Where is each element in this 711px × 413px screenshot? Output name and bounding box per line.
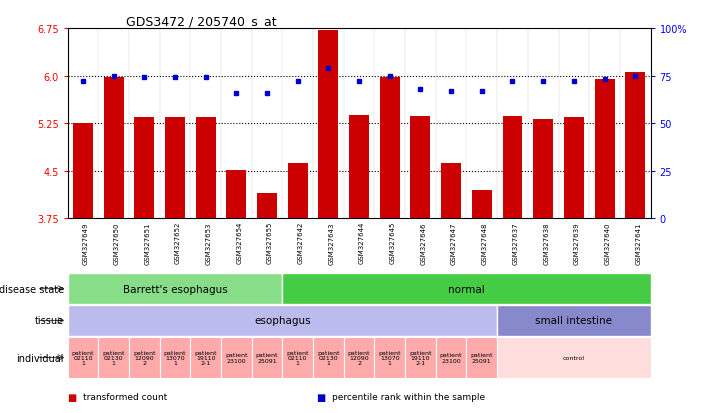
Text: GSM327651: GSM327651 (144, 221, 150, 264)
Bar (134, 118, 154, 219)
Text: Barrett's esophagus: Barrett's esophagus (122, 284, 228, 294)
Bar (564, 118, 584, 219)
Text: GDS3472 / 205740_s_at: GDS3472 / 205740_s_at (126, 15, 277, 28)
Bar (288, 164, 308, 219)
Bar (441, 164, 461, 219)
Bar (129, 337, 159, 378)
Text: GSM327639: GSM327639 (574, 221, 580, 264)
Text: patient
02130
1: patient 02130 1 (317, 350, 340, 366)
Bar (252, 337, 282, 378)
Text: GSM327640: GSM327640 (604, 221, 611, 264)
Text: esophagus: esophagus (254, 316, 311, 326)
Bar (104, 78, 124, 219)
Bar (594, 80, 614, 219)
Bar (380, 78, 400, 219)
Bar (68, 305, 497, 336)
Text: patient
19110
2-1: patient 19110 2-1 (194, 350, 217, 366)
Text: GSM327642: GSM327642 (298, 221, 304, 264)
Bar (466, 337, 497, 378)
Text: GSM327655: GSM327655 (267, 221, 273, 264)
Bar (625, 73, 645, 219)
Bar (313, 337, 343, 378)
Bar (73, 124, 93, 219)
Bar (533, 119, 553, 219)
Text: disease state: disease state (0, 284, 64, 294)
Text: GSM327641: GSM327641 (635, 221, 641, 264)
Text: patient
13070
1: patient 13070 1 (164, 350, 186, 366)
Text: GSM327648: GSM327648 (482, 221, 488, 264)
Text: ■: ■ (68, 392, 77, 402)
Bar (349, 116, 369, 219)
Text: GSM327647: GSM327647 (451, 221, 457, 264)
Bar (191, 337, 221, 378)
Text: percentile rank within the sample: percentile rank within the sample (332, 392, 485, 401)
Text: patient
23100: patient 23100 (440, 352, 462, 363)
Text: GSM327650: GSM327650 (114, 221, 119, 264)
Text: GSM327637: GSM327637 (513, 221, 518, 264)
Text: normal: normal (448, 284, 485, 294)
Text: ■: ■ (316, 392, 326, 402)
Text: patient
13070
1: patient 13070 1 (378, 350, 401, 366)
Text: patient
12090
2: patient 12090 2 (133, 350, 156, 366)
Bar (221, 337, 252, 378)
Text: patient
12090
2: patient 12090 2 (348, 350, 370, 366)
Bar (375, 337, 405, 378)
Text: GSM327644: GSM327644 (359, 221, 365, 264)
Text: patient
02110
1: patient 02110 1 (287, 350, 309, 366)
Text: GSM327649: GSM327649 (83, 221, 89, 264)
Text: transformed count: transformed count (83, 392, 167, 401)
Bar (257, 194, 277, 219)
Text: GSM327653: GSM327653 (205, 221, 212, 264)
Text: GSM327645: GSM327645 (390, 221, 396, 264)
Bar (98, 337, 129, 378)
Bar (410, 116, 430, 219)
Text: GSM327646: GSM327646 (420, 221, 427, 264)
Bar (165, 118, 185, 219)
Bar (503, 116, 523, 219)
Bar (405, 337, 436, 378)
Bar (68, 273, 282, 304)
Text: patient
23100: patient 23100 (225, 352, 247, 363)
Bar (319, 31, 338, 219)
Bar (282, 337, 313, 378)
Bar (226, 170, 246, 219)
Text: patient
02110
1: patient 02110 1 (72, 350, 94, 366)
Bar (159, 337, 191, 378)
Text: patient
25091: patient 25091 (256, 352, 278, 363)
Text: GSM327654: GSM327654 (236, 221, 242, 264)
Bar (472, 190, 492, 219)
Text: individual: individual (16, 353, 64, 363)
Bar (282, 273, 651, 304)
Text: patient
02130
1: patient 02130 1 (102, 350, 125, 366)
Bar (497, 337, 651, 378)
Bar (343, 337, 375, 378)
Text: GSM327643: GSM327643 (328, 221, 334, 264)
Text: patient
19110
2-1: patient 19110 2-1 (409, 350, 432, 366)
Text: patient
25091: patient 25091 (471, 352, 493, 363)
Text: control: control (563, 355, 585, 360)
Bar (436, 337, 466, 378)
Text: GSM327652: GSM327652 (175, 221, 181, 264)
Bar (196, 118, 215, 219)
Bar (497, 305, 651, 336)
Text: small intestine: small intestine (535, 316, 612, 326)
Text: GSM327638: GSM327638 (543, 221, 549, 264)
Bar (68, 337, 98, 378)
Text: tissue: tissue (35, 316, 64, 326)
